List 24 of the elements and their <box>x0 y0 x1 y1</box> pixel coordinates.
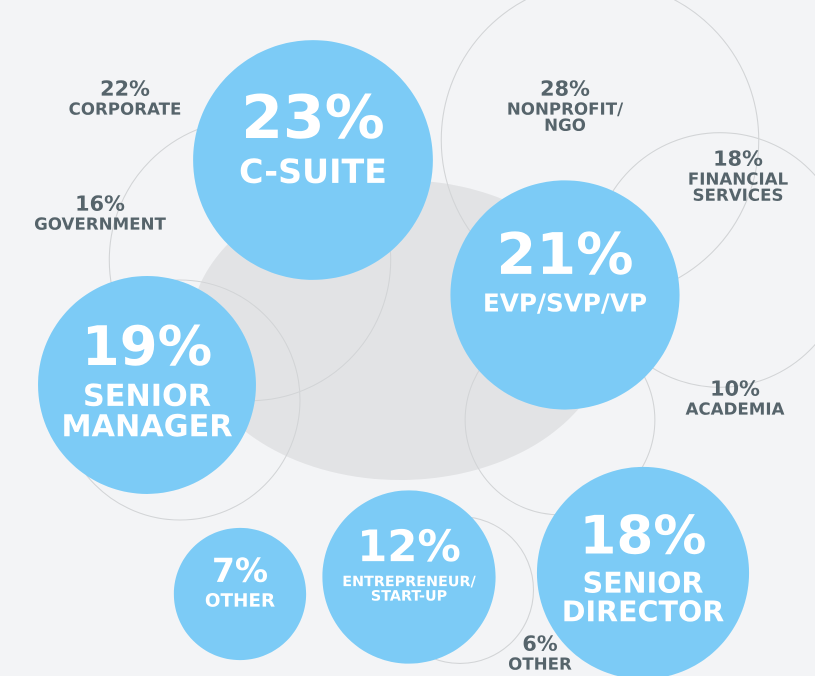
category-label: SENIOR DIRECTOR <box>564 571 724 622</box>
category-label: GOVERNMENT <box>34 217 166 230</box>
category-label: C-SUITE <box>240 158 385 184</box>
category-label: SENIOR MANAGER <box>64 383 232 437</box>
data-label: 19% <box>88 324 210 366</box>
data-label: 16% <box>77 195 124 211</box>
data-label: 21% <box>500 231 632 275</box>
data-label: 23% <box>246 93 383 139</box>
data-label: 18% <box>586 514 705 554</box>
data-label: 12% <box>362 528 460 562</box>
data-label: 28% <box>542 80 590 96</box>
category-label: NONPROFIT/ NGO <box>508 102 624 132</box>
data-label: 10% <box>712 380 760 396</box>
category-label: OTHER <box>206 593 275 607</box>
data-label: 6% <box>524 635 558 651</box>
category-label: EVP/SVP/VP <box>485 293 646 314</box>
category-label: FINANCIAL SERVICES <box>689 172 788 202</box>
category-label: ACADEMIA <box>686 402 784 415</box>
category-label: CORPORATE <box>69 102 180 115</box>
category-label: ENTREPRENEUR/ START-UP <box>344 576 476 601</box>
data-label: 7% <box>214 557 268 582</box>
category-label: OTHER <box>508 657 572 670</box>
data-label: 22% <box>102 80 150 96</box>
data-label: 18% <box>715 150 762 166</box>
